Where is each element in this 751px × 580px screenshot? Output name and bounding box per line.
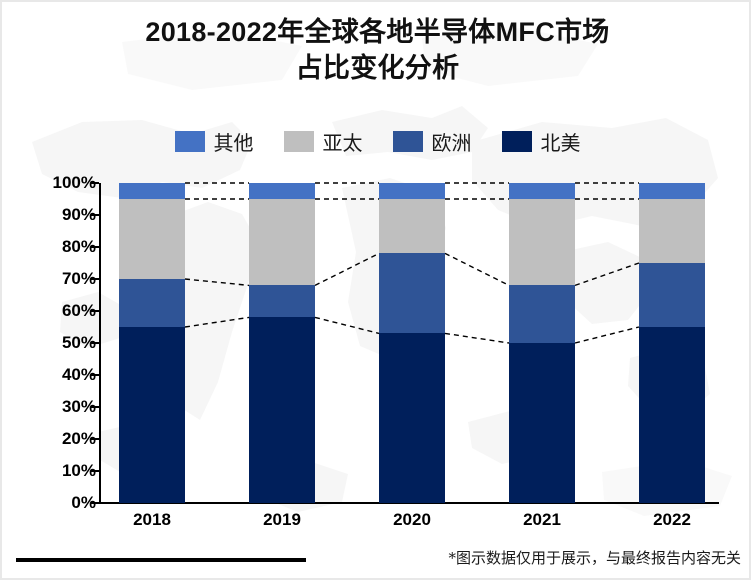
plot-area: [99, 183, 719, 503]
bar-segment-北美-2022[interactable]: [639, 327, 705, 503]
legend-swatch-europe: [392, 131, 423, 152]
y-axis-tick-label: 0%: [71, 493, 96, 512]
chart-title-line-1: 2018-2022年全球各地半导体MFC市场: [145, 17, 610, 47]
y-axis-tick: [91, 374, 99, 376]
footer-note: *图示数据仅用于展示，与最终报告内容无关: [448, 549, 741, 567]
y-axis-tick: [91, 470, 99, 472]
y-axis-tick: [91, 278, 99, 280]
legend-swatch-asia-pacific: [283, 131, 314, 152]
bar-segment-北美-2019[interactable]: [249, 317, 315, 503]
bar-segment-亚太-2018[interactable]: [119, 199, 185, 279]
y-axis-tick: [91, 310, 99, 312]
bar-segment-其他-2021[interactable]: [509, 183, 575, 199]
chart-legend: 其他 亚太 欧洲 北美: [2, 127, 749, 156]
bar-2021[interactable]: [509, 183, 575, 503]
y-axis-tick-label: 90%: [61, 205, 96, 224]
legend-swatch-north-america: [501, 131, 532, 152]
bar-segment-亚太-2020[interactable]: [379, 199, 445, 254]
y-axis-tick: [91, 246, 99, 248]
x-axis-tick-label-2018: 2018: [133, 510, 171, 529]
y-axis-tick-label: 20%: [61, 429, 96, 448]
y-axis-tick: [91, 438, 99, 440]
legend-label-other: 其他: [213, 131, 254, 155]
y-axis-tick: [91, 502, 99, 504]
x-axis-tick-label-2019: 2019: [263, 510, 301, 529]
x-axis-tick-label-2022: 2022: [653, 510, 691, 529]
bar-segment-欧洲-2018[interactable]: [119, 279, 185, 327]
y-axis-tick-label: 10%: [61, 461, 96, 480]
y-axis-tick: [91, 214, 99, 216]
bar-segment-欧洲-2019[interactable]: [249, 285, 315, 318]
bar-segment-北美-2018[interactable]: [119, 327, 185, 503]
bar-2018[interactable]: [119, 183, 185, 503]
y-axis-tick: [91, 182, 99, 184]
bar-segment-北美-2021[interactable]: [509, 343, 575, 503]
bar-segment-其他-2020[interactable]: [379, 183, 445, 199]
y-axis-tick: [91, 406, 99, 408]
legend-item-other[interactable]: 其他: [174, 127, 254, 156]
bar-segment-亚太-2022[interactable]: [639, 199, 705, 263]
x-axis-tick-label-2021: 2021: [523, 510, 561, 529]
legend-label-asia-pacific: 亚太: [322, 131, 363, 155]
legend-label-europe: 欧洲: [431, 131, 472, 155]
y-axis-tick-label: 70%: [61, 269, 96, 288]
bar-segment-北美-2020[interactable]: [379, 333, 445, 503]
y-axis-tick-label: 60%: [61, 301, 96, 320]
bar-segment-其他-2019[interactable]: [249, 183, 315, 199]
footer-rule: [16, 558, 306, 562]
bar-2020[interactable]: [379, 183, 445, 503]
legend-item-north-america[interactable]: 北美: [501, 127, 581, 156]
bar-segment-亚太-2021[interactable]: [509, 199, 575, 286]
legend-item-asia-pacific[interactable]: 亚太: [283, 127, 363, 156]
legend-swatch-other: [174, 131, 205, 152]
bar-segment-欧洲-2021[interactable]: [509, 285, 575, 343]
bar-segment-欧洲-2022[interactable]: [639, 263, 705, 327]
y-axis-tick-label: 80%: [61, 237, 96, 256]
bar-2022[interactable]: [639, 183, 705, 503]
y-axis-tick: [91, 342, 99, 344]
y-axis-tick-label: 100%: [52, 173, 96, 192]
bar-segment-欧洲-2020[interactable]: [379, 253, 445, 334]
legend-label-north-america: 北美: [540, 131, 581, 155]
bar-segment-其他-2022[interactable]: [639, 183, 705, 199]
y-axis-tick-label: 40%: [61, 365, 96, 384]
y-axis-line: [99, 183, 101, 504]
y-axis-tick-label: 30%: [61, 397, 96, 416]
x-axis-line: [99, 502, 719, 504]
legend-item-europe[interactable]: 欧洲: [392, 127, 472, 156]
bar-segment-其他-2018[interactable]: [119, 183, 185, 199]
chart-title-line-2: 占比变化分析: [295, 53, 460, 84]
bar-segment-亚太-2019[interactable]: [249, 199, 315, 286]
y-axis: 0% 10% 20% 30% 40% 50% 60% 70% 80% 90% 100%: [2, 2, 99, 578]
bar-2019[interactable]: [249, 183, 315, 503]
chart-title: 2018-2022年全球各地半导体MFC市场 占比变化分析: [42, 14, 713, 87]
x-axis-tick-label-2020: 2020: [393, 510, 431, 529]
y-axis-tick-label: 50%: [61, 333, 96, 352]
